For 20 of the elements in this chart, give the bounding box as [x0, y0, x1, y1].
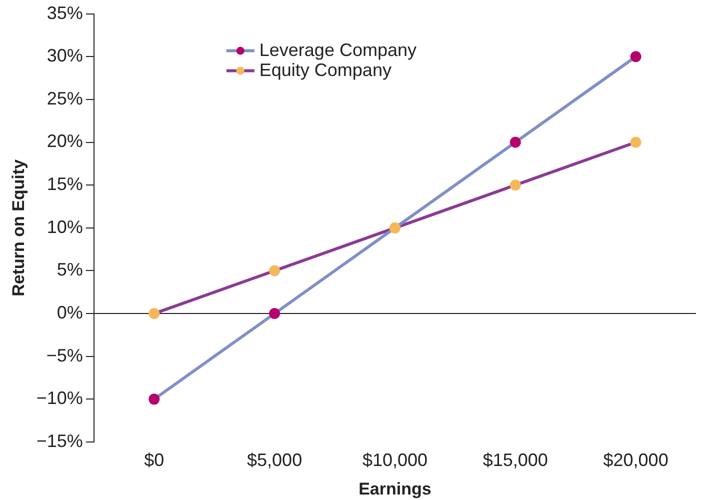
y-tick-label: 20% — [46, 131, 83, 152]
y-tick-label: 25% — [46, 88, 83, 108]
y-tick-label: 35% — [46, 2, 83, 23]
legend-label: Leverage Company — [259, 40, 416, 60]
y-tick-label: −5% — [46, 345, 83, 366]
x-axis-title: Earnings — [358, 479, 432, 498]
x-tick-label: $10,000 — [362, 450, 428, 470]
y-tick-label: 30% — [46, 46, 83, 66]
y-tick-label: −10% — [36, 388, 83, 408]
y-tick-label: −15% — [36, 430, 83, 451]
x-tick-label: $20,000 — [603, 450, 668, 470]
y-tick-label: 5% — [56, 260, 83, 280]
x-tick-label: $0 — [144, 450, 164, 470]
y-axis-title: Return on Equity — [8, 158, 28, 296]
y-tick-label: 0% — [56, 302, 83, 323]
legend-label: Equity Company — [259, 60, 392, 80]
y-tick-label: 15% — [46, 174, 83, 194]
x-tick-label: $15,000 — [482, 450, 548, 470]
y-tick-label: 10% — [46, 216, 83, 237]
x-tick-label: $5,000 — [247, 450, 302, 470]
